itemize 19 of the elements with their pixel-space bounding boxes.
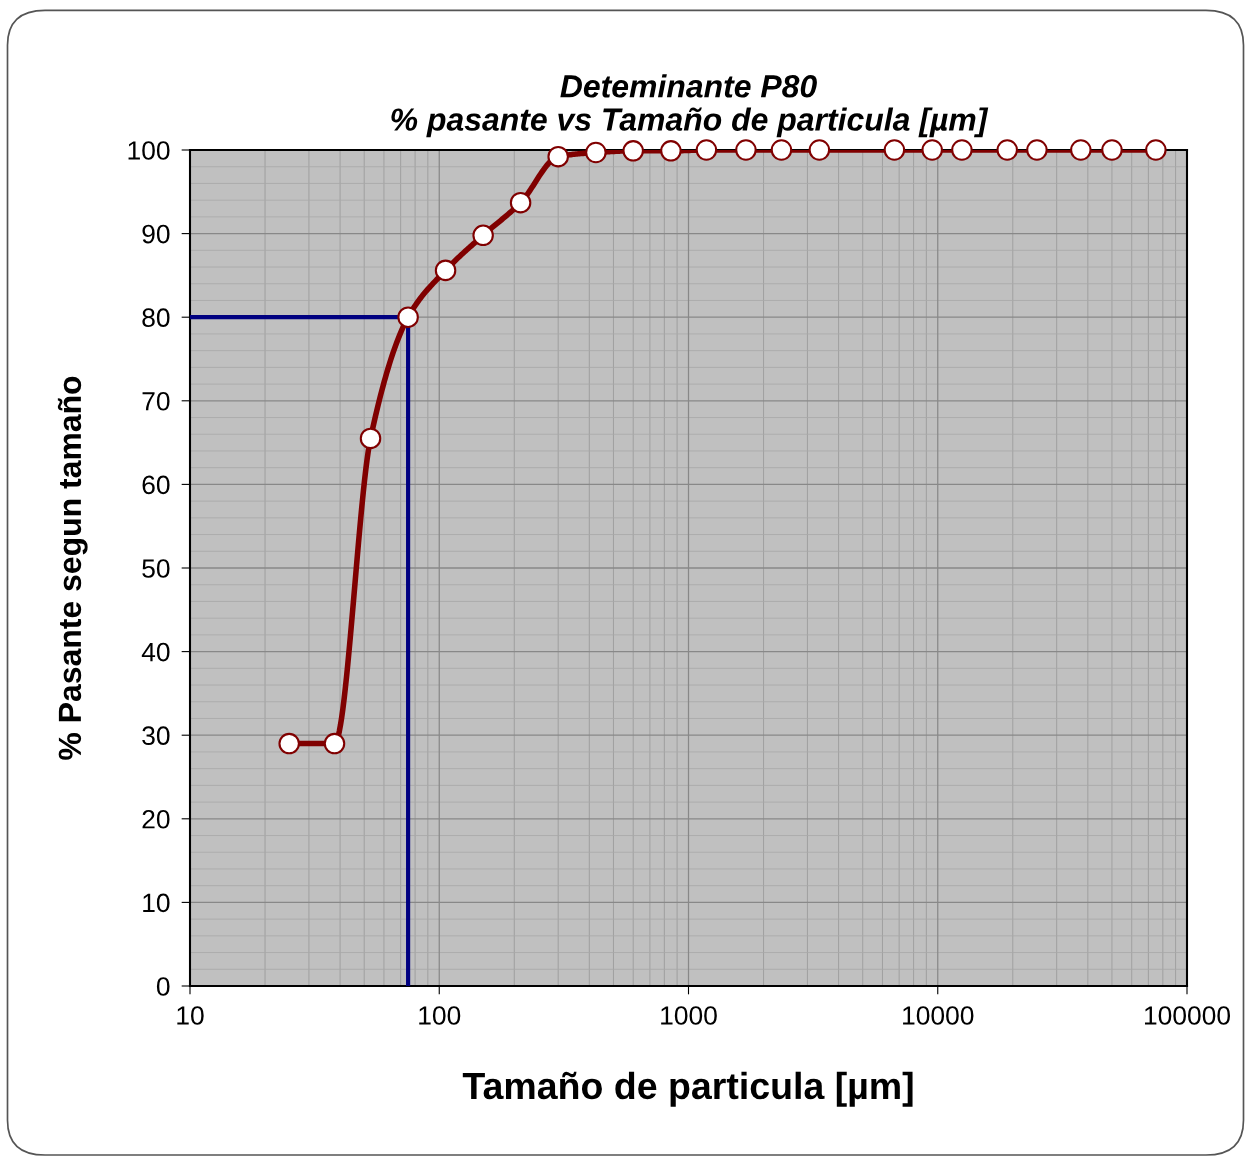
- x-tick-label: 100: [419, 1006, 461, 1025]
- y-tick-label: 60: [142, 475, 170, 495]
- y-tick-label: 40: [141, 642, 170, 662]
- y-axis-title: % Pasante segun tamaño: [57, 376, 88, 760]
- y-tick-label: 50: [142, 559, 170, 578]
- x-tick-label: 10: [177, 1006, 204, 1025]
- y-tick-label: 80: [142, 308, 170, 328]
- y-tick-label: 20: [142, 809, 170, 829]
- chart-title: Deteminante P80 % pasante vs Tamaño de particula [µm]: [391, 74, 989, 138]
- x-axis-title: Tamaño de particula [µm]: [462, 1071, 913, 1107]
- y-tick-label: 90: [142, 224, 170, 244]
- x-tick-label: 1000: [661, 1006, 717, 1025]
- y-tick-label: 70: [142, 391, 170, 411]
- y-tick-label: 30: [142, 726, 170, 746]
- x-tick-label: 100000: [1144, 1006, 1230, 1025]
- y-tick-label: 0: [156, 977, 170, 996]
- y-tick-label: 100: [128, 141, 170, 160]
- x-tick-label: 10000: [903, 1006, 974, 1025]
- y-tick-label: 10: [143, 893, 170, 913]
